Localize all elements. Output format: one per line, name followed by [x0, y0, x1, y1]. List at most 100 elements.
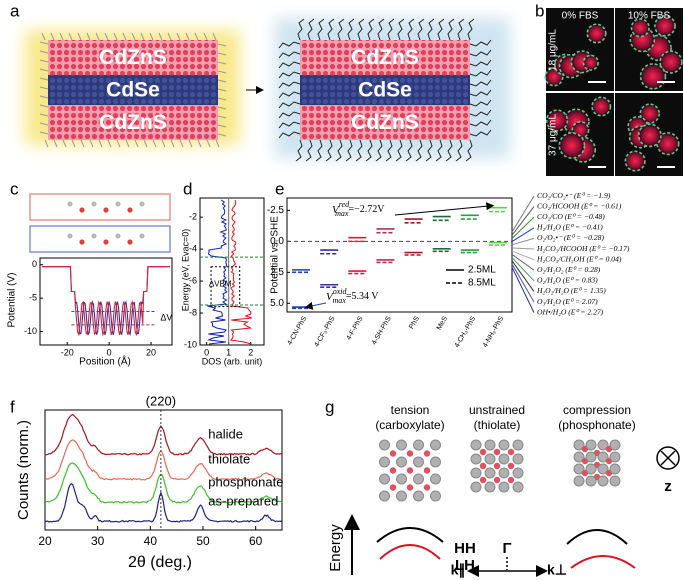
ligand: [469, 49, 492, 57]
layer-label: CdZnS: [99, 111, 167, 134]
x-tick-label: 60: [249, 534, 263, 548]
curve-label: as-prepared: [208, 493, 278, 508]
ligand: [39, 131, 49, 135]
ligand: [80, 139, 85, 148]
panel-label: a: [10, 1, 20, 20]
subscript: max: [335, 209, 349, 218]
ligand: [295, 139, 303, 162]
column-title: unstrained: [469, 403, 525, 417]
redox-couple: H₂/H₂O (E⁰ = −0.41): [536, 223, 603, 232]
ligand: [71, 139, 76, 148]
atom: [115, 233, 121, 239]
atom: [413, 456, 424, 468]
column-label: 10% FBS: [628, 11, 671, 22]
ligand: [116, 139, 121, 148]
ligand: [469, 99, 492, 107]
atom: [91, 233, 97, 239]
ligand: [469, 109, 492, 117]
y-tick-label: -5: [29, 293, 37, 303]
ligand: [149, 32, 154, 41]
layer: [48, 40, 218, 75]
ligand: [39, 122, 49, 126]
ligand: [375, 139, 383, 162]
atom: [512, 481, 524, 493]
y-tick-label: -10: [24, 326, 37, 336]
ligand: [457, 18, 465, 41]
ligand: [158, 32, 163, 41]
ligand: [278, 61, 301, 69]
curve-label: phosphonate: [208, 474, 283, 489]
x-axis-label: DOS (arb. unit): [202, 356, 263, 366]
axis-symbol: [660, 450, 676, 466]
ligand: [417, 18, 425, 41]
redox-couple: OH•/H₂O (E⁰ = 2.27): [537, 307, 604, 316]
redox-couple: CO₂/CO₂•⁻ (E⁰ = −1.9): [537, 191, 611, 200]
ligand: [365, 139, 373, 162]
ligand: [297, 18, 305, 41]
ligand: [188, 139, 193, 148]
atom: [127, 239, 133, 245]
atom: [91, 201, 97, 207]
layer-label: CdZnS: [351, 46, 419, 69]
y-tick-label: -8: [189, 307, 197, 317]
y-tick-label: -4: [189, 244, 197, 254]
panel-label: d: [183, 179, 192, 198]
atom: [493, 476, 501, 484]
atom: [470, 467, 482, 479]
atom: [423, 450, 431, 457]
atom: [484, 453, 496, 465]
y-tick-label: -6: [189, 275, 197, 285]
ligand: [39, 41, 49, 45]
atom: [389, 484, 397, 491]
cell: [659, 50, 683, 74]
atom: [396, 439, 407, 451]
ligand: [278, 81, 301, 89]
k-label: k⊥: [547, 562, 567, 578]
x-axis-label: Position (Å): [79, 355, 131, 368]
layer: [48, 75, 218, 105]
ligand: [206, 139, 211, 148]
guide: [210, 266, 241, 308]
ligand: [131, 32, 136, 41]
energy-label: Energy: [327, 524, 344, 572]
ligand: [278, 71, 301, 79]
atom: [470, 481, 482, 493]
annotation: Voxid max=5.34 V: [326, 287, 379, 305]
atom: [379, 456, 390, 468]
arrow: [394, 202, 495, 216]
layer-label: CdSe: [106, 79, 160, 102]
redox-couple: CO₂/CO (E⁰ = −0.48): [537, 212, 605, 221]
ligand: [469, 129, 492, 137]
x-tick-label: 4-CH₃-PhS: [454, 315, 478, 349]
redox-couple: O₂/H₂O₂ (E⁰ = 0.28): [537, 265, 601, 274]
redox-couple: H₂O₂/H₂O (E⁰ = 1.35): [536, 286, 606, 295]
column-label: 0% FBS: [562, 11, 599, 22]
superscript: oxid: [333, 287, 348, 296]
subscript: max: [333, 296, 347, 305]
atom: [430, 490, 441, 502]
atom: [396, 473, 407, 485]
x-tick-label: 20: [38, 534, 52, 548]
row-label: 37 μg/mL: [548, 114, 559, 156]
ligand: [95, 32, 100, 41]
ligand: [44, 139, 49, 148]
legend-label: 8.5ML: [468, 278, 496, 289]
atom: [413, 473, 424, 485]
ligand: [469, 79, 492, 87]
ligand: [278, 111, 301, 119]
cell: [656, 132, 680, 156]
axis-label: z: [664, 478, 672, 495]
x-tick-label: 4-CF₃-PhS: [313, 315, 336, 348]
ligand: [134, 139, 139, 148]
cell: [545, 109, 569, 132]
ligand: [50, 32, 55, 41]
layer-label: CdZnS: [99, 46, 167, 69]
redox-couple: CO₂/HCOOH (E⁰ = −0.61): [537, 201, 622, 210]
value: =5.34 V: [346, 291, 379, 302]
x-tick-label: -20: [61, 347, 74, 357]
atom: [67, 233, 73, 239]
ligand: [104, 32, 109, 41]
symbol: V: [326, 291, 334, 303]
y-tick-label: -10: [184, 339, 197, 349]
connector: [511, 247, 535, 250]
